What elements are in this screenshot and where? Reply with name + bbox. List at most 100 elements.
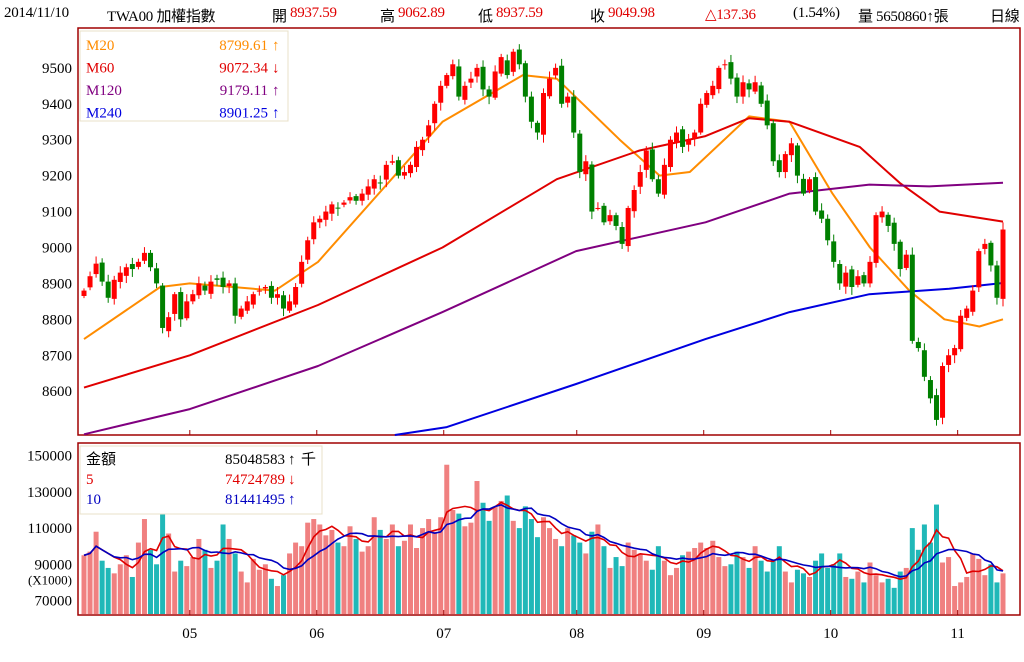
volume-bar bbox=[117, 564, 123, 614]
volume-bar bbox=[619, 566, 625, 614]
volume-bar bbox=[976, 558, 982, 614]
volume-label: 量 bbox=[858, 9, 873, 25]
candle-body bbox=[317, 218, 323, 223]
volume-axis-label: 130000 bbox=[27, 485, 72, 501]
volume-bar bbox=[341, 546, 347, 614]
volume-bar bbox=[450, 509, 456, 614]
volume-bar bbox=[849, 578, 855, 614]
candle-body bbox=[607, 215, 613, 222]
volume-bar bbox=[111, 573, 117, 614]
candle bbox=[595, 202, 601, 211]
candle-body bbox=[782, 154, 788, 173]
candle-body bbox=[915, 341, 921, 349]
volume-bar bbox=[547, 528, 553, 614]
candle-body bbox=[831, 241, 837, 262]
candle-body bbox=[891, 222, 897, 244]
volume-bar bbox=[758, 560, 764, 614]
price-axis-label: 9300 bbox=[42, 133, 72, 149]
volume-bar bbox=[401, 540, 407, 614]
volume-bar bbox=[311, 519, 317, 614]
candle-body bbox=[256, 290, 262, 292]
volume-axis-label: 90000 bbox=[35, 557, 73, 573]
volume-bar bbox=[994, 582, 1000, 614]
candle bbox=[716, 65, 722, 94]
candle-body bbox=[637, 172, 643, 187]
candle bbox=[383, 160, 389, 188]
legend-arrow-icon: ↑ bbox=[272, 38, 280, 54]
ma-line-m240 bbox=[394, 282, 1004, 436]
volume-legend-value: 85048583 bbox=[225, 452, 285, 468]
volume-bar bbox=[589, 531, 595, 614]
candle-body bbox=[250, 294, 256, 305]
candle bbox=[353, 193, 359, 205]
candle bbox=[420, 136, 426, 156]
candle bbox=[341, 200, 347, 208]
candle-body bbox=[661, 164, 667, 195]
candle bbox=[831, 234, 837, 268]
volume-legend-unit: 千 bbox=[301, 451, 316, 468]
candle-body bbox=[166, 317, 172, 332]
candle-body bbox=[740, 82, 746, 97]
candle bbox=[184, 294, 190, 321]
candle bbox=[256, 285, 262, 296]
candle bbox=[238, 305, 244, 320]
month-label: 08 bbox=[569, 626, 584, 642]
candle bbox=[970, 285, 976, 316]
candle-body bbox=[299, 261, 305, 284]
volume-bar bbox=[734, 551, 740, 614]
ma-line-m120 bbox=[83, 181, 1004, 436]
candle-body bbox=[728, 62, 734, 79]
legend-name-m240: M240 bbox=[86, 106, 122, 122]
volume-bar bbox=[274, 586, 280, 614]
volume-bar bbox=[444, 464, 450, 614]
month-label: 05 bbox=[182, 626, 197, 642]
candle-body bbox=[305, 240, 311, 260]
candle-body bbox=[589, 164, 595, 212]
candle-body bbox=[837, 264, 843, 284]
volume-bar bbox=[933, 504, 939, 614]
candle-body bbox=[565, 96, 571, 103]
volume-bar bbox=[680, 555, 686, 614]
volume-bar bbox=[250, 558, 256, 614]
volume-bar bbox=[407, 524, 413, 614]
volume-bar bbox=[752, 546, 758, 614]
volume-bar bbox=[915, 549, 921, 614]
volume-legend-name: 5 bbox=[86, 472, 94, 488]
candle bbox=[522, 60, 528, 103]
candle-body bbox=[794, 145, 800, 176]
volume-bar bbox=[534, 537, 540, 614]
candle bbox=[480, 60, 486, 97]
volume-bar bbox=[728, 564, 734, 614]
volume-bar bbox=[426, 519, 432, 614]
price-axis-label: 8900 bbox=[42, 276, 72, 292]
candle-body bbox=[468, 78, 474, 83]
candle-body bbox=[202, 285, 208, 291]
candle bbox=[873, 212, 879, 268]
candle-body bbox=[964, 308, 970, 318]
candle bbox=[927, 376, 933, 404]
candle bbox=[770, 119, 776, 166]
volume-bar bbox=[946, 557, 952, 614]
volume-bar bbox=[843, 576, 849, 614]
volume-bar bbox=[643, 560, 649, 614]
candle-body bbox=[196, 283, 202, 296]
candle bbox=[117, 266, 123, 289]
candle-body bbox=[994, 265, 1000, 298]
candle-body bbox=[722, 64, 728, 66]
candle bbox=[794, 142, 800, 184]
candle-body bbox=[921, 350, 927, 377]
volume-axis-label: 150000 bbox=[27, 449, 72, 465]
candle bbox=[807, 177, 813, 194]
candle bbox=[565, 92, 571, 108]
candle bbox=[589, 161, 595, 220]
volume-bar bbox=[468, 522, 474, 614]
period-label[interactable]: 日線 bbox=[990, 9, 1020, 25]
candle bbox=[631, 185, 637, 218]
candle-body bbox=[631, 190, 637, 212]
candle bbox=[837, 260, 843, 290]
candle-body bbox=[281, 295, 287, 309]
candle bbox=[160, 283, 166, 334]
candle bbox=[613, 212, 619, 231]
volume-bar bbox=[462, 526, 468, 614]
